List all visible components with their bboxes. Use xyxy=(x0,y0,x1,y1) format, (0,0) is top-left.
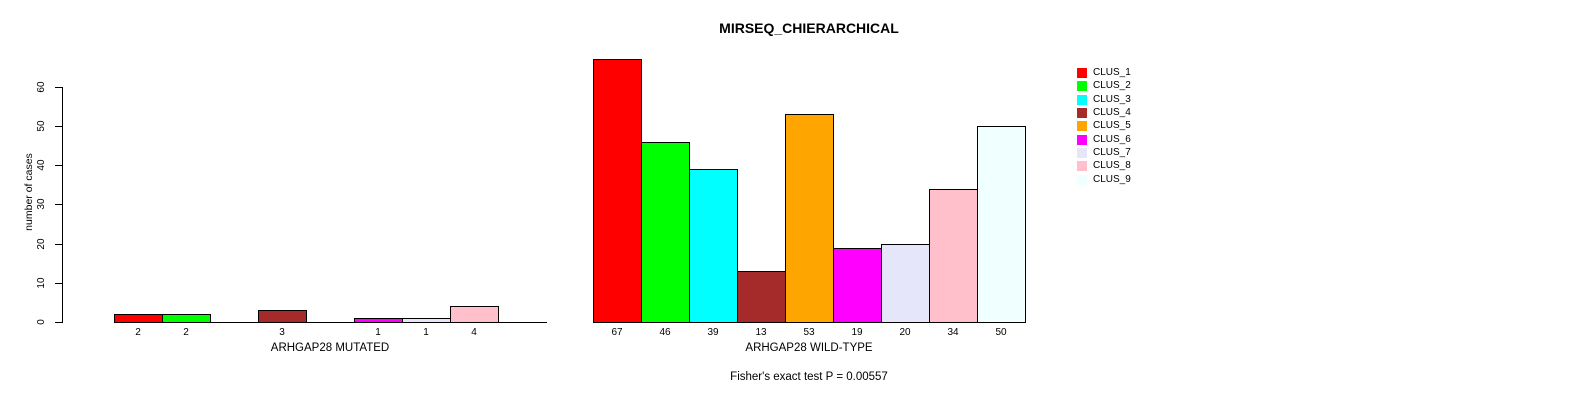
bar-value-label: 19 xyxy=(851,327,863,338)
legend-swatch-icon xyxy=(1077,94,1087,105)
legend-item-CLUS_5: CLUS_5 xyxy=(1077,120,1131,132)
y-tick-label: 10 xyxy=(36,277,47,289)
y-tick-label: 20 xyxy=(36,238,47,250)
bar-value-label: 4 xyxy=(471,327,477,338)
bar-value-label: 20 xyxy=(899,327,911,338)
bar-value-label: 46 xyxy=(659,327,671,338)
legend-item-CLUS_6: CLUS_6 xyxy=(1077,134,1131,146)
bar-wild-type-CLUS_2 xyxy=(641,142,690,322)
fisher-test-annotation: Fisher's exact test P = 0.00557 xyxy=(730,371,888,383)
baseline-mutated xyxy=(114,322,547,323)
bar-value-label: 3 xyxy=(279,327,285,338)
y-axis-label: number of cases xyxy=(23,153,35,231)
legend-label: CLUS_4 xyxy=(1093,107,1131,119)
y-tick-label: 30 xyxy=(36,198,47,210)
bar-value-label: 50 xyxy=(995,327,1007,338)
bar-mutated-CLUS_1 xyxy=(114,314,163,322)
bar-value-label: 1 xyxy=(375,327,381,338)
legend-swatch-icon xyxy=(1077,68,1087,78)
bar-value-label: 39 xyxy=(707,327,719,338)
legend-label: CLUS_2 xyxy=(1093,80,1131,92)
y-tick xyxy=(55,244,62,245)
legend-label: CLUS_5 xyxy=(1093,120,1131,132)
bar-wild-type-CLUS_5 xyxy=(785,114,834,322)
legend-label: CLUS_7 xyxy=(1093,147,1131,159)
bar-value-label: 53 xyxy=(803,327,815,338)
y-tick xyxy=(55,126,62,127)
legend-label: CLUS_9 xyxy=(1093,173,1131,185)
y-tick-label: 40 xyxy=(36,159,47,171)
legend-label: CLUS_6 xyxy=(1093,133,1131,145)
legend-swatch-icon xyxy=(1077,161,1087,172)
bar-value-label: 1 xyxy=(423,327,429,338)
bar-wild-type-CLUS_3 xyxy=(689,169,738,322)
legend-item-CLUS_3: CLUS_3 xyxy=(1077,94,1131,106)
legend-swatch-icon xyxy=(1077,121,1087,132)
bar-wild-type-CLUS_6 xyxy=(833,248,882,322)
bar-mutated-CLUS_8 xyxy=(450,306,499,322)
bar-wild-type-CLUS_8 xyxy=(929,189,978,322)
bar-value-label: 67 xyxy=(611,327,623,338)
chart-title: MIRSEQ_CHIERARCHICAL xyxy=(719,20,899,36)
y-tick xyxy=(55,283,62,284)
legend-item-CLUS_9: CLUS_9 xyxy=(1077,174,1131,186)
y-tick-label: 60 xyxy=(36,81,47,93)
bar-wild-type-CLUS_1 xyxy=(593,59,642,322)
legend-item-CLUS_2: CLUS_2 xyxy=(1077,80,1131,92)
y-tick-label: 0 xyxy=(36,319,47,325)
bar-value-label: 13 xyxy=(755,327,767,338)
baseline-wild-type xyxy=(593,322,1026,323)
bar-value-label: 2 xyxy=(135,327,141,338)
y-tick xyxy=(55,87,62,88)
legend-item-CLUS_1: CLUS_1 xyxy=(1077,67,1131,79)
legend-label: CLUS_3 xyxy=(1093,93,1131,105)
bar-mutated-CLUS_6 xyxy=(354,318,403,322)
bar-wild-type-CLUS_7 xyxy=(881,244,930,322)
bar-wild-type-CLUS_4 xyxy=(737,271,786,322)
bar-value-label: 34 xyxy=(947,327,959,338)
legend-item-CLUS_8: CLUS_8 xyxy=(1077,160,1131,172)
legend-label: CLUS_1 xyxy=(1093,67,1131,78)
legend-swatch-icon xyxy=(1077,174,1087,185)
legend-item-CLUS_7: CLUS_7 xyxy=(1077,147,1131,159)
y-tick xyxy=(55,204,62,205)
x-axis-label-mutated: ARHGAP28 MUTATED xyxy=(270,342,390,354)
legend-swatch-icon xyxy=(1077,148,1087,159)
x-axis-label-wild-type: ARHGAP28 WILD-TYPE xyxy=(745,342,873,354)
legend-swatch-icon xyxy=(1077,108,1087,119)
legend-swatch-icon xyxy=(1077,81,1087,92)
y-tick xyxy=(55,322,62,323)
legend-swatch-icon xyxy=(1077,134,1087,145)
bar-value-label: 2 xyxy=(183,327,189,338)
bar-mutated-CLUS_7 xyxy=(402,318,451,322)
legend-label: CLUS_8 xyxy=(1093,160,1131,172)
bar-wild-type-CLUS_9 xyxy=(977,126,1026,322)
y-axis-line xyxy=(62,87,63,323)
bar-mutated-CLUS_2 xyxy=(162,314,211,322)
bar-mutated-CLUS_4 xyxy=(258,310,307,322)
y-tick-label: 50 xyxy=(36,120,47,132)
y-tick xyxy=(55,165,62,166)
legend-item-CLUS_4: CLUS_4 xyxy=(1077,107,1131,119)
